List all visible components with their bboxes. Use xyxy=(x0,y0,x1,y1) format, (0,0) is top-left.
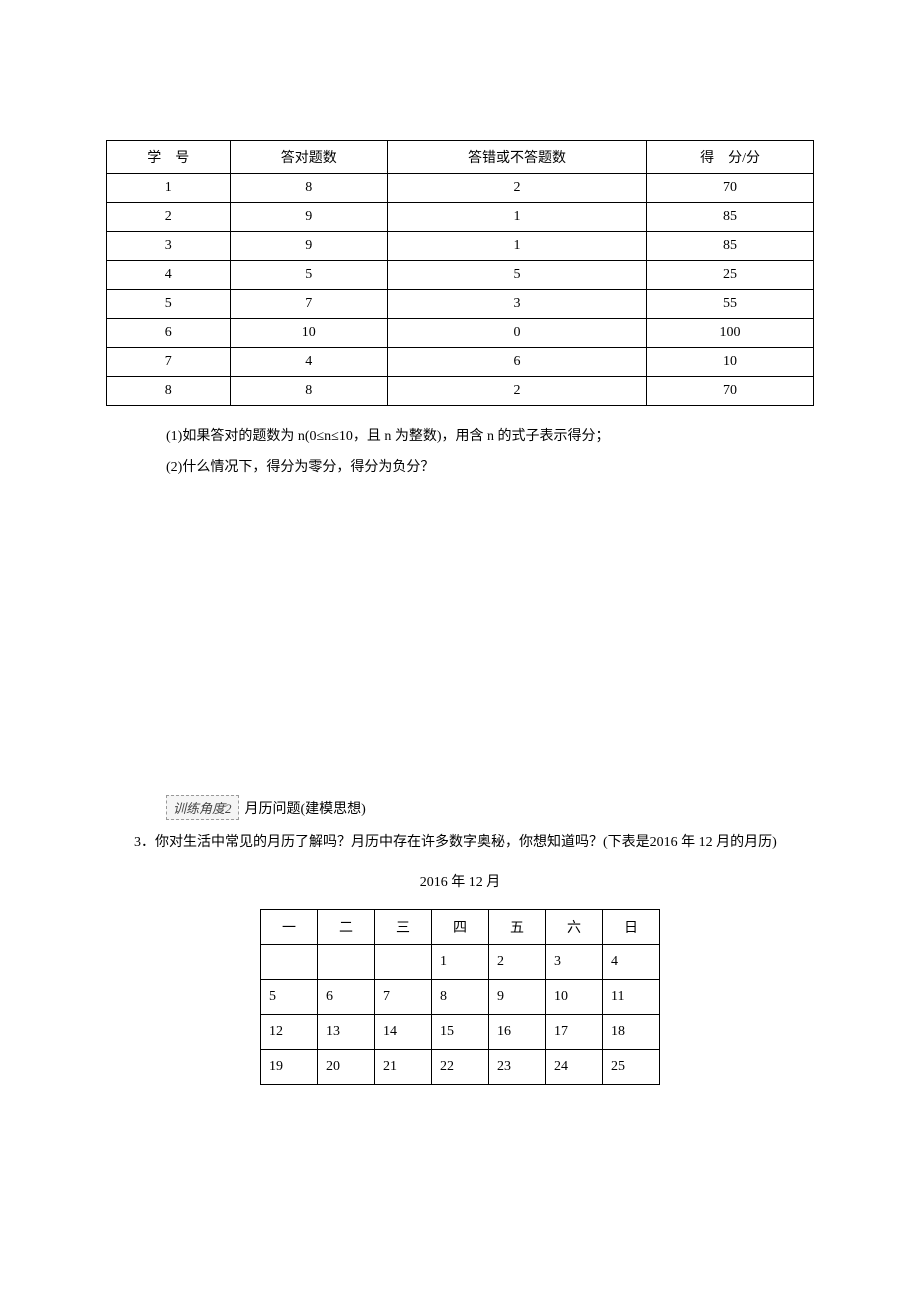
cal-col-thu: 四 xyxy=(432,909,489,944)
calendar-cell xyxy=(375,944,432,979)
table-cell: 10 xyxy=(647,348,814,377)
calendar-cell: 21 xyxy=(375,1049,432,1084)
calendar-cell: 24 xyxy=(546,1049,603,1084)
table-cell: 5 xyxy=(387,261,646,290)
calendar-table: 一 二 三 四 五 六 日 12345678910111213141516171… xyxy=(260,909,660,1085)
table-cell: 5 xyxy=(230,261,387,290)
table-cell: 100 xyxy=(647,319,814,348)
calendar-cell: 19 xyxy=(261,1049,318,1084)
table-cell: 3 xyxy=(107,232,231,261)
table-cell: 7 xyxy=(107,348,231,377)
table-cell: 0 xyxy=(387,319,646,348)
table-cell: 1 xyxy=(387,232,646,261)
calendar-cell: 25 xyxy=(603,1049,660,1084)
calendar-cell xyxy=(318,944,375,979)
section-badge: 训练角度2 xyxy=(166,795,239,820)
col-header-id: 学 号 xyxy=(107,141,231,174)
cal-col-sun: 日 xyxy=(603,909,660,944)
table-cell: 9 xyxy=(230,232,387,261)
table-cell: 70 xyxy=(647,377,814,406)
document-page: 学 号 答对题数 答错或不答题数 得 分/分 18270291853918545… xyxy=(0,0,920,1165)
cal-col-sat: 六 xyxy=(546,909,603,944)
table-cell: 4 xyxy=(107,261,231,290)
table-cell: 1 xyxy=(107,174,231,203)
calendar-cell: 12 xyxy=(261,1014,318,1049)
table-row: 39185 xyxy=(107,232,814,261)
section-label: 月历问题(建模思想) xyxy=(245,798,366,818)
question-1-2: (2)什么情况下，得分为零分，得分为负分？ xyxy=(166,455,814,482)
calendar-cell: 23 xyxy=(489,1049,546,1084)
calendar-header-row: 一 二 三 四 五 六 日 xyxy=(261,909,660,944)
table-cell: 6 xyxy=(107,319,231,348)
table-cell: 2 xyxy=(387,377,646,406)
calendar-cell: 2 xyxy=(489,944,546,979)
table-row: 18270 xyxy=(107,174,814,203)
calendar-cell: 1 xyxy=(432,944,489,979)
calendar-row: 567891011 xyxy=(261,979,660,1014)
calendar-body: 1234567891011121314151617181920212223242… xyxy=(261,944,660,1084)
calendar-row: 1234 xyxy=(261,944,660,979)
section-header: 训练角度2 月历问题(建模思想) xyxy=(166,795,814,820)
table-row: 45525 xyxy=(107,261,814,290)
table-cell: 55 xyxy=(647,290,814,319)
calendar-title: 2016 年 12 月 xyxy=(106,871,814,891)
table-cell: 8 xyxy=(230,377,387,406)
table-cell: 10 xyxy=(230,319,387,348)
table-row: 6100100 xyxy=(107,319,814,348)
cal-col-wed: 三 xyxy=(375,909,432,944)
calendar-cell: 22 xyxy=(432,1049,489,1084)
table-cell: 2 xyxy=(107,203,231,232)
calendar-cell: 10 xyxy=(546,979,603,1014)
calendar-cell: 3 xyxy=(546,944,603,979)
table-cell: 1 xyxy=(387,203,646,232)
calendar-cell: 20 xyxy=(318,1049,375,1084)
table-row: 57355 xyxy=(107,290,814,319)
calendar-cell: 18 xyxy=(603,1014,660,1049)
table-cell: 25 xyxy=(647,261,814,290)
calendar-cell: 7 xyxy=(375,979,432,1014)
table-cell: 6 xyxy=(387,348,646,377)
table-cell: 5 xyxy=(107,290,231,319)
table-cell: 70 xyxy=(647,174,814,203)
table-cell: 9 xyxy=(230,203,387,232)
calendar-row: 19202122232425 xyxy=(261,1049,660,1084)
calendar-cell: 16 xyxy=(489,1014,546,1049)
col-header-wrong: 答错或不答题数 xyxy=(387,141,646,174)
calendar-cell: 4 xyxy=(603,944,660,979)
calendar-cell: 9 xyxy=(489,979,546,1014)
table-cell: 3 xyxy=(387,290,646,319)
question-3-text: 3．你对生活中常见的月历了解吗？月历中存在许多数字奥秘，你想知道吗？(下表是20… xyxy=(106,830,814,857)
calendar-cell xyxy=(261,944,318,979)
calendar-row: 12131415161718 xyxy=(261,1014,660,1049)
col-header-score: 得 分/分 xyxy=(647,141,814,174)
table-cell: 8 xyxy=(230,174,387,203)
table-row: 29185 xyxy=(107,203,814,232)
calendar-cell: 8 xyxy=(432,979,489,1014)
table-cell: 8 xyxy=(107,377,231,406)
col-header-correct: 答对题数 xyxy=(230,141,387,174)
question-1-1: (1)如果答对的题数为 n(0≤n≤10，且 n 为整数)，用含 n 的式子表示… xyxy=(166,424,814,451)
calendar-cell: 11 xyxy=(603,979,660,1014)
table-row: 88270 xyxy=(107,377,814,406)
table-row: 74610 xyxy=(107,348,814,377)
table-cell: 85 xyxy=(647,232,814,261)
calendar-cell: 5 xyxy=(261,979,318,1014)
calendar-cell: 6 xyxy=(318,979,375,1014)
calendar-cell: 13 xyxy=(318,1014,375,1049)
cal-col-tue: 二 xyxy=(318,909,375,944)
blank-space xyxy=(106,485,814,795)
table-cell: 2 xyxy=(387,174,646,203)
table-cell: 7 xyxy=(230,290,387,319)
calendar-cell: 15 xyxy=(432,1014,489,1049)
cal-col-fri: 五 xyxy=(489,909,546,944)
table-cell: 85 xyxy=(647,203,814,232)
score-table-body: 1827029185391854552557355610010074610882… xyxy=(107,174,814,406)
score-table: 学 号 答对题数 答错或不答题数 得 分/分 18270291853918545… xyxy=(106,140,814,406)
calendar-cell: 14 xyxy=(375,1014,432,1049)
calendar-cell: 17 xyxy=(546,1014,603,1049)
table-header-row: 学 号 答对题数 答错或不答题数 得 分/分 xyxy=(107,141,814,174)
table-cell: 4 xyxy=(230,348,387,377)
cal-col-mon: 一 xyxy=(261,909,318,944)
